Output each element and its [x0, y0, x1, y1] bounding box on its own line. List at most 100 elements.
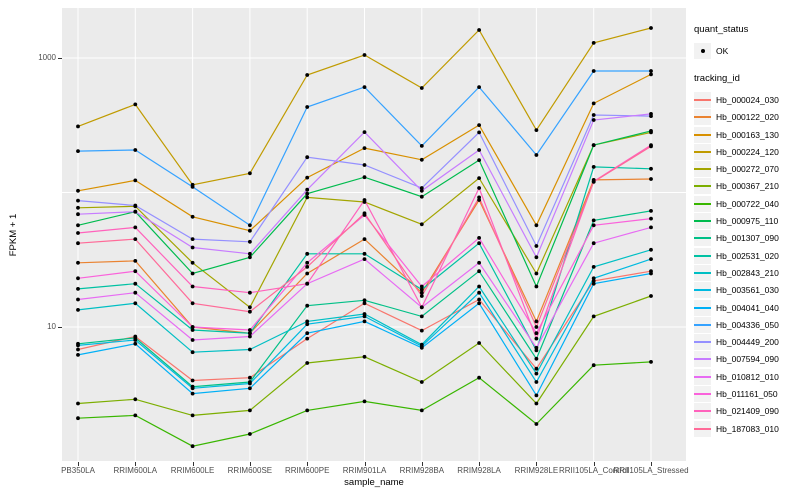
legend-entry-label: Hb_000163_130	[716, 129, 779, 140]
data-point	[477, 269, 481, 274]
legend-key	[694, 178, 711, 195]
data-point	[76, 260, 80, 265]
data-point	[534, 371, 539, 376]
data-point	[133, 397, 138, 402]
data-point	[133, 237, 138, 242]
data-point	[248, 432, 252, 436]
data-point	[591, 241, 596, 246]
data-point	[133, 178, 138, 183]
legend-line-icon	[694, 427, 711, 430]
legend-line-icon	[694, 375, 711, 378]
data-point	[534, 348, 539, 353]
data-point	[362, 211, 367, 216]
data-point	[534, 223, 539, 228]
data-point	[190, 386, 195, 391]
x-tick-label: RRIM901LA	[342, 466, 387, 475]
data-point	[419, 157, 424, 162]
legend-key	[694, 109, 711, 126]
data-point	[76, 343, 80, 348]
data-point	[190, 444, 195, 449]
legend-entry-label: Hb_000224_120	[716, 146, 779, 157]
data-point	[419, 287, 424, 292]
x-tick-mark	[651, 462, 652, 466]
x-tick-label: RRIM600LA	[113, 466, 158, 475]
data-point	[534, 255, 539, 260]
data-point	[591, 363, 596, 368]
data-point	[133, 301, 138, 306]
legend-entry-label: Hb_000367_210	[716, 181, 779, 192]
legend-key	[694, 368, 711, 385]
legend-entry-Hb_011161_050: Hb_011161_050	[694, 385, 800, 402]
legend-key	[694, 385, 711, 402]
data-point	[248, 381, 252, 386]
data-point	[419, 188, 424, 193]
legend-key	[694, 143, 711, 160]
data-point	[76, 188, 80, 193]
x-tick-label: RRII105LA_Stressed	[613, 466, 689, 475]
legend-line-icon	[694, 254, 711, 257]
data-point	[362, 257, 367, 261]
legend-entry-label: Hb_011161_050	[716, 388, 778, 399]
data-point	[591, 281, 596, 286]
data-point	[649, 294, 653, 298]
data-point	[534, 356, 539, 361]
y-tick-mark	[58, 58, 62, 59]
legend-entry-label: Hb_004449_200	[716, 337, 779, 348]
data-point	[133, 209, 138, 214]
data-point	[534, 393, 539, 398]
data-point	[190, 378, 195, 383]
x-tick-label: RRIM600SE	[227, 466, 273, 475]
data-point	[133, 341, 138, 346]
ok-point-icon	[700, 48, 705, 53]
data-point	[419, 284, 424, 289]
data-point	[248, 375, 252, 380]
data-point	[76, 297, 80, 302]
data-point	[305, 73, 310, 77]
x-tick-mark	[479, 462, 481, 466]
data-point	[248, 386, 252, 391]
legend-line-icon	[694, 133, 711, 136]
legend-entry-ok: OK	[694, 42, 800, 59]
x-tick-mark	[307, 462, 309, 466]
data-point	[477, 198, 481, 202]
data-point	[76, 231, 80, 235]
data-point	[591, 265, 596, 269]
x-tick-mark	[421, 462, 423, 466]
legend-key	[694, 403, 711, 420]
data-point	[190, 260, 195, 265]
data-point	[305, 155, 310, 160]
data-point	[362, 399, 367, 404]
data-point	[534, 345, 539, 350]
x-tick-mark	[364, 462, 366, 466]
legend-entry-Hb_002843_210: Hb_002843_210	[694, 264, 800, 281]
legend-key	[694, 213, 711, 230]
data-point	[477, 186, 481, 190]
data-point	[248, 255, 252, 260]
x-tick-label: RRIM600LE	[170, 466, 215, 475]
legend-key	[694, 264, 711, 281]
data-point	[362, 301, 367, 306]
x-tick-mark	[593, 462, 595, 466]
data-point	[534, 401, 539, 406]
x-tick-label: RRIM600PE	[284, 466, 330, 475]
data-point	[305, 336, 310, 341]
data-point	[305, 195, 310, 200]
legend-entry-Hb_004449_200: Hb_004449_200	[694, 333, 800, 351]
data-point	[649, 72, 653, 77]
data-point	[591, 118, 596, 122]
data-point	[76, 198, 80, 203]
data-point	[362, 175, 367, 180]
data-point	[591, 69, 596, 73]
data-point	[419, 222, 424, 227]
data-point	[362, 319, 367, 324]
legend-line-icon	[694, 289, 711, 292]
legend-line-icon	[694, 168, 711, 171]
data-point	[133, 259, 138, 263]
legend-title-quant-status: quant_status	[694, 24, 749, 35]
data-point	[649, 129, 653, 133]
data-point	[362, 163, 367, 167]
legend-entry-Hb_001307_090: Hb_001307_090	[694, 230, 800, 247]
legend-tracking-entries: Hb_000024_030 Hb_000122_020 Hb_000163_130 H…	[694, 91, 800, 437]
data-point	[305, 303, 310, 308]
legend-entry-Hb_004041_040: Hb_004041_040	[694, 299, 800, 316]
